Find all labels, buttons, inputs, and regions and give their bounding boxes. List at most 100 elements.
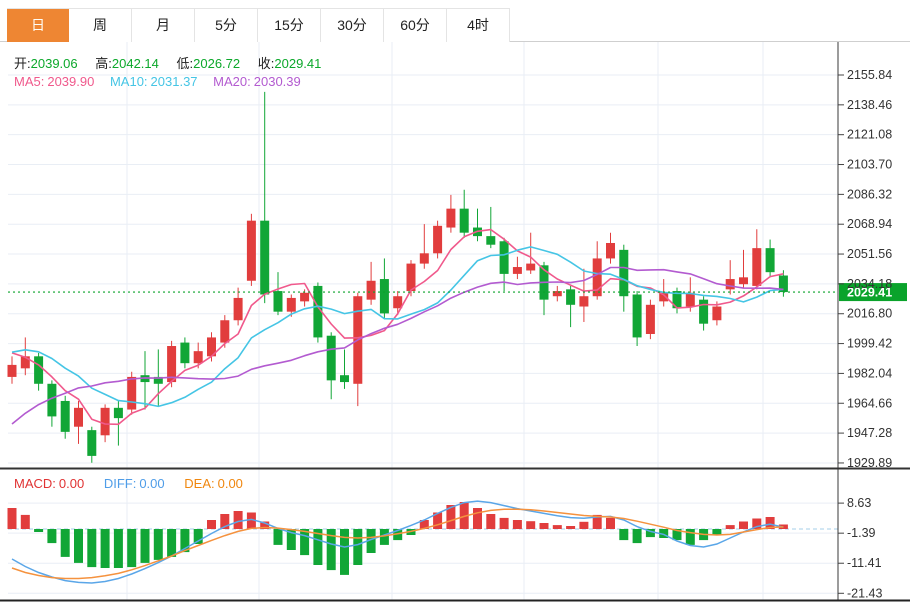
current-price-badge — [839, 283, 907, 302]
low-label: 低: — [176, 56, 194, 71]
candle[interactable] — [433, 220, 443, 259]
macd-histogram — [7, 502, 788, 575]
candle[interactable] — [167, 340, 177, 388]
macd-bar — [167, 529, 177, 557]
macd-bar — [273, 529, 283, 545]
macd-bar — [74, 529, 83, 563]
macd-bar — [645, 529, 655, 538]
candle[interactable] — [366, 261, 376, 305]
candle[interactable] — [739, 249, 748, 288]
tab-label: 月 — [156, 17, 170, 33]
macd-axis-label: -21.43 — [847, 586, 882, 600]
candle[interactable] — [419, 224, 429, 269]
candle[interactable] — [446, 194, 456, 233]
candle[interactable] — [486, 206, 496, 249]
candle[interactable] — [606, 232, 615, 264]
tab-4hour[interactable]: 4时 — [447, 9, 510, 42]
candle[interactable] — [7, 356, 17, 384]
macd-bar — [340, 529, 349, 575]
tab-15min[interactable]: 15分 — [258, 9, 321, 42]
open-label: 开: — [14, 56, 31, 71]
macd-bar — [127, 529, 137, 568]
ma5-label: MA5: — [14, 74, 45, 89]
candle[interactable] — [566, 285, 576, 328]
candle[interactable] — [246, 213, 256, 286]
candle[interactable] — [340, 349, 349, 389]
candle[interactable] — [645, 299, 655, 340]
macd-bar — [313, 529, 323, 565]
candle[interactable] — [512, 256, 522, 280]
candle[interactable] — [579, 268, 589, 322]
candle[interactable] — [326, 332, 336, 400]
macd-bar — [300, 529, 310, 556]
candle[interactable] — [47, 380, 57, 427]
candle[interactable] — [526, 232, 536, 274]
macd-bar — [512, 520, 522, 529]
candle[interactable] — [60, 395, 70, 439]
candle[interactable] — [699, 296, 709, 331]
candle[interactable] — [260, 91, 270, 304]
candle[interactable] — [34, 352, 44, 391]
candle[interactable] — [672, 287, 682, 314]
candle[interactable] — [393, 291, 403, 316]
tab-label: 周 — [93, 17, 107, 33]
tab-30min[interactable]: 30分 — [321, 9, 384, 42]
tab-day[interactable]: 日 — [7, 9, 69, 42]
macd-bar — [579, 521, 589, 529]
macd-bar — [180, 529, 190, 553]
candle[interactable] — [220, 315, 230, 348]
macd-bar — [619, 529, 629, 541]
candle[interactable] — [632, 291, 642, 347]
macd-bar — [153, 529, 163, 560]
high-value: 2042.14 — [111, 56, 159, 71]
macd-bar — [526, 521, 536, 529]
candle[interactable] — [473, 208, 482, 242]
close-value: 2029.41 — [274, 56, 322, 71]
candle[interactable] — [313, 282, 323, 343]
candle[interactable] — [765, 239, 775, 278]
macd-bar — [233, 511, 243, 529]
candle[interactable] — [379, 258, 389, 319]
tab-month[interactable]: 月 — [132, 9, 195, 42]
macd-bar — [7, 508, 17, 529]
macd-bar — [366, 529, 376, 553]
ma10-line — [11, 246, 784, 408]
candle[interactable] — [233, 287, 243, 326]
current-price-badge-value: 2029.41 — [847, 286, 892, 300]
macd-bar — [34, 529, 44, 532]
price-axis-label: 2034.18 — [847, 277, 892, 291]
macd-readout: MACD: 0.00 DIFF: 0.00 DEA: 0.00 — [14, 476, 259, 491]
price-axis-label: 2086.32 — [847, 187, 892, 201]
macd-bar — [220, 514, 230, 529]
tab-week[interactable]: 周 — [69, 9, 132, 42]
macd-bar — [20, 514, 30, 529]
candle[interactable] — [286, 294, 296, 317]
candle[interactable] — [459, 189, 469, 238]
low-value: 2026.72 — [193, 56, 241, 71]
price-axis-label: 1929.89 — [847, 456, 892, 470]
candle[interactable] — [193, 342, 203, 369]
tab-60min[interactable]: 60分 — [384, 9, 447, 42]
candle[interactable] — [685, 277, 695, 312]
ma20-label: MA20: — [213, 74, 251, 89]
macd-bar — [672, 529, 682, 541]
macd-bar — [379, 529, 389, 545]
candles-layer[interactable] — [7, 91, 788, 463]
candle[interactable] — [140, 351, 150, 410]
macd-bar — [260, 521, 270, 529]
candle[interactable] — [353, 292, 363, 407]
dea-line — [11, 508, 784, 580]
candle[interactable] — [87, 426, 97, 463]
diff-label: DIFF: — [103, 476, 137, 491]
candle[interactable] — [552, 285, 562, 302]
tab-5min[interactable]: 5分 — [195, 9, 258, 42]
candle[interactable] — [619, 244, 629, 312]
candle[interactable] — [180, 337, 190, 369]
candle[interactable] — [752, 229, 762, 290]
macd-axis-label: -11.41 — [847, 556, 882, 570]
candle[interactable] — [725, 260, 735, 295]
candle[interactable] — [273, 272, 283, 316]
candle[interactable] — [74, 400, 83, 444]
candle[interactable] — [20, 337, 30, 376]
